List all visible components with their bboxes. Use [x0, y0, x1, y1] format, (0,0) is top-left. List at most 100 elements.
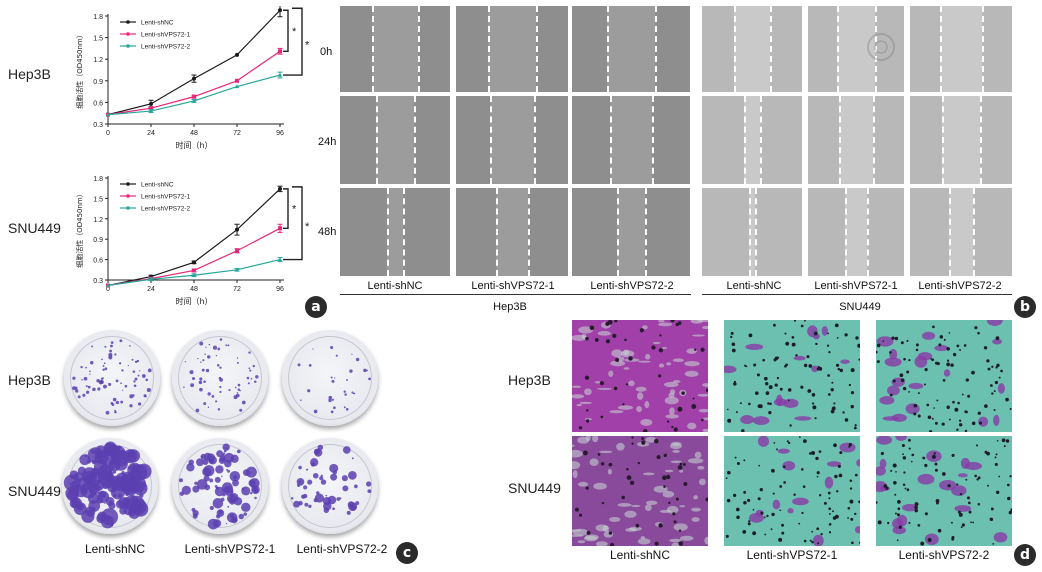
colony-spots — [290, 444, 372, 515]
colony — [133, 481, 148, 496]
pore — [756, 373, 760, 377]
colony-dish — [172, 438, 268, 534]
pore — [950, 521, 953, 524]
data-point — [278, 49, 282, 54]
colony — [241, 400, 246, 405]
colony — [143, 375, 146, 377]
pore — [730, 331, 734, 335]
colony — [363, 368, 367, 373]
colony — [330, 410, 334, 414]
colony — [189, 370, 194, 375]
pore-gap — [662, 490, 675, 498]
colony — [350, 504, 357, 511]
migrated-cell — [783, 398, 799, 408]
migrated-cell — [748, 512, 764, 523]
pore — [977, 476, 981, 480]
colony — [254, 496, 257, 500]
pore — [894, 512, 897, 515]
transwell-cells — [724, 320, 860, 432]
pore-gap — [572, 461, 581, 470]
pore — [782, 465, 786, 469]
wound-image — [910, 188, 1012, 276]
migrated-cell — [889, 348, 898, 360]
pore — [890, 469, 893, 472]
pore — [880, 451, 884, 456]
pore — [641, 437, 645, 441]
pore-gap — [593, 482, 607, 490]
pore — [994, 462, 998, 467]
pore — [837, 464, 841, 468]
row-label-hep3b-c: Hep3B — [8, 372, 51, 388]
pore — [677, 406, 683, 412]
transwell-col-label-2: Lenti-shVPS72-1 — [746, 548, 838, 562]
pore — [600, 461, 605, 466]
colony — [112, 449, 130, 467]
migrated-cell — [782, 461, 796, 471]
data-point — [192, 94, 196, 99]
pore — [692, 397, 695, 400]
pore — [765, 391, 770, 395]
pore-gap — [608, 370, 614, 377]
wound-edge-line — [652, 96, 655, 184]
pore — [586, 530, 591, 535]
pore — [637, 461, 641, 465]
wound-edge-line — [402, 188, 405, 276]
colony — [97, 387, 101, 391]
colony — [79, 454, 91, 466]
transwell-image — [876, 436, 1012, 546]
colony — [216, 450, 224, 458]
pore — [946, 359, 950, 362]
wound-edge-line — [654, 6, 657, 92]
colony — [329, 463, 339, 473]
colony — [93, 460, 108, 475]
colony — [344, 393, 347, 396]
pore — [682, 462, 686, 466]
pore — [622, 403, 625, 406]
pore — [968, 510, 972, 514]
colony — [199, 341, 204, 346]
colony — [90, 360, 94, 365]
pore-gap — [669, 407, 675, 415]
wound-edge-line — [734, 6, 736, 92]
pore — [957, 510, 961, 514]
row-label-hep3b: Hep3B — [8, 66, 51, 82]
wound-gap — [744, 96, 760, 184]
pore-gap — [572, 534, 584, 537]
pore-gap — [572, 470, 578, 479]
pore — [599, 381, 604, 386]
x-tick-label: 72 — [233, 130, 241, 137]
wound-edge-line — [980, 96, 983, 184]
x-tick-label: 96 — [276, 286, 284, 293]
migrated-cell — [908, 382, 924, 390]
pore — [733, 382, 737, 386]
pore — [966, 496, 970, 500]
data-point — [235, 52, 239, 57]
colony — [81, 509, 95, 523]
colony — [89, 370, 91, 373]
colony — [102, 368, 105, 371]
wound-image — [456, 188, 568, 276]
pore — [612, 333, 617, 338]
colony-col-label-3: Lenti-shVPS72-2 — [296, 542, 388, 556]
colony — [112, 397, 117, 402]
legend-label: Lenti-shNC — [141, 20, 174, 27]
legend-marker — [126, 182, 130, 186]
colony — [114, 353, 117, 356]
colony — [352, 392, 355, 395]
pore — [898, 525, 902, 529]
pore — [855, 336, 859, 340]
pore — [917, 524, 921, 527]
wound-gap — [749, 188, 755, 276]
pore — [837, 367, 841, 371]
wound-image — [572, 6, 690, 92]
colony — [222, 452, 226, 455]
pore — [977, 502, 981, 506]
pore — [934, 421, 938, 425]
pore — [995, 490, 1000, 495]
pore — [816, 527, 820, 531]
pore — [903, 357, 906, 361]
pore-gap — [572, 444, 575, 447]
pore — [893, 480, 897, 485]
legend-label: Lenti-shNC — [141, 182, 174, 189]
pore-gap — [642, 325, 648, 330]
